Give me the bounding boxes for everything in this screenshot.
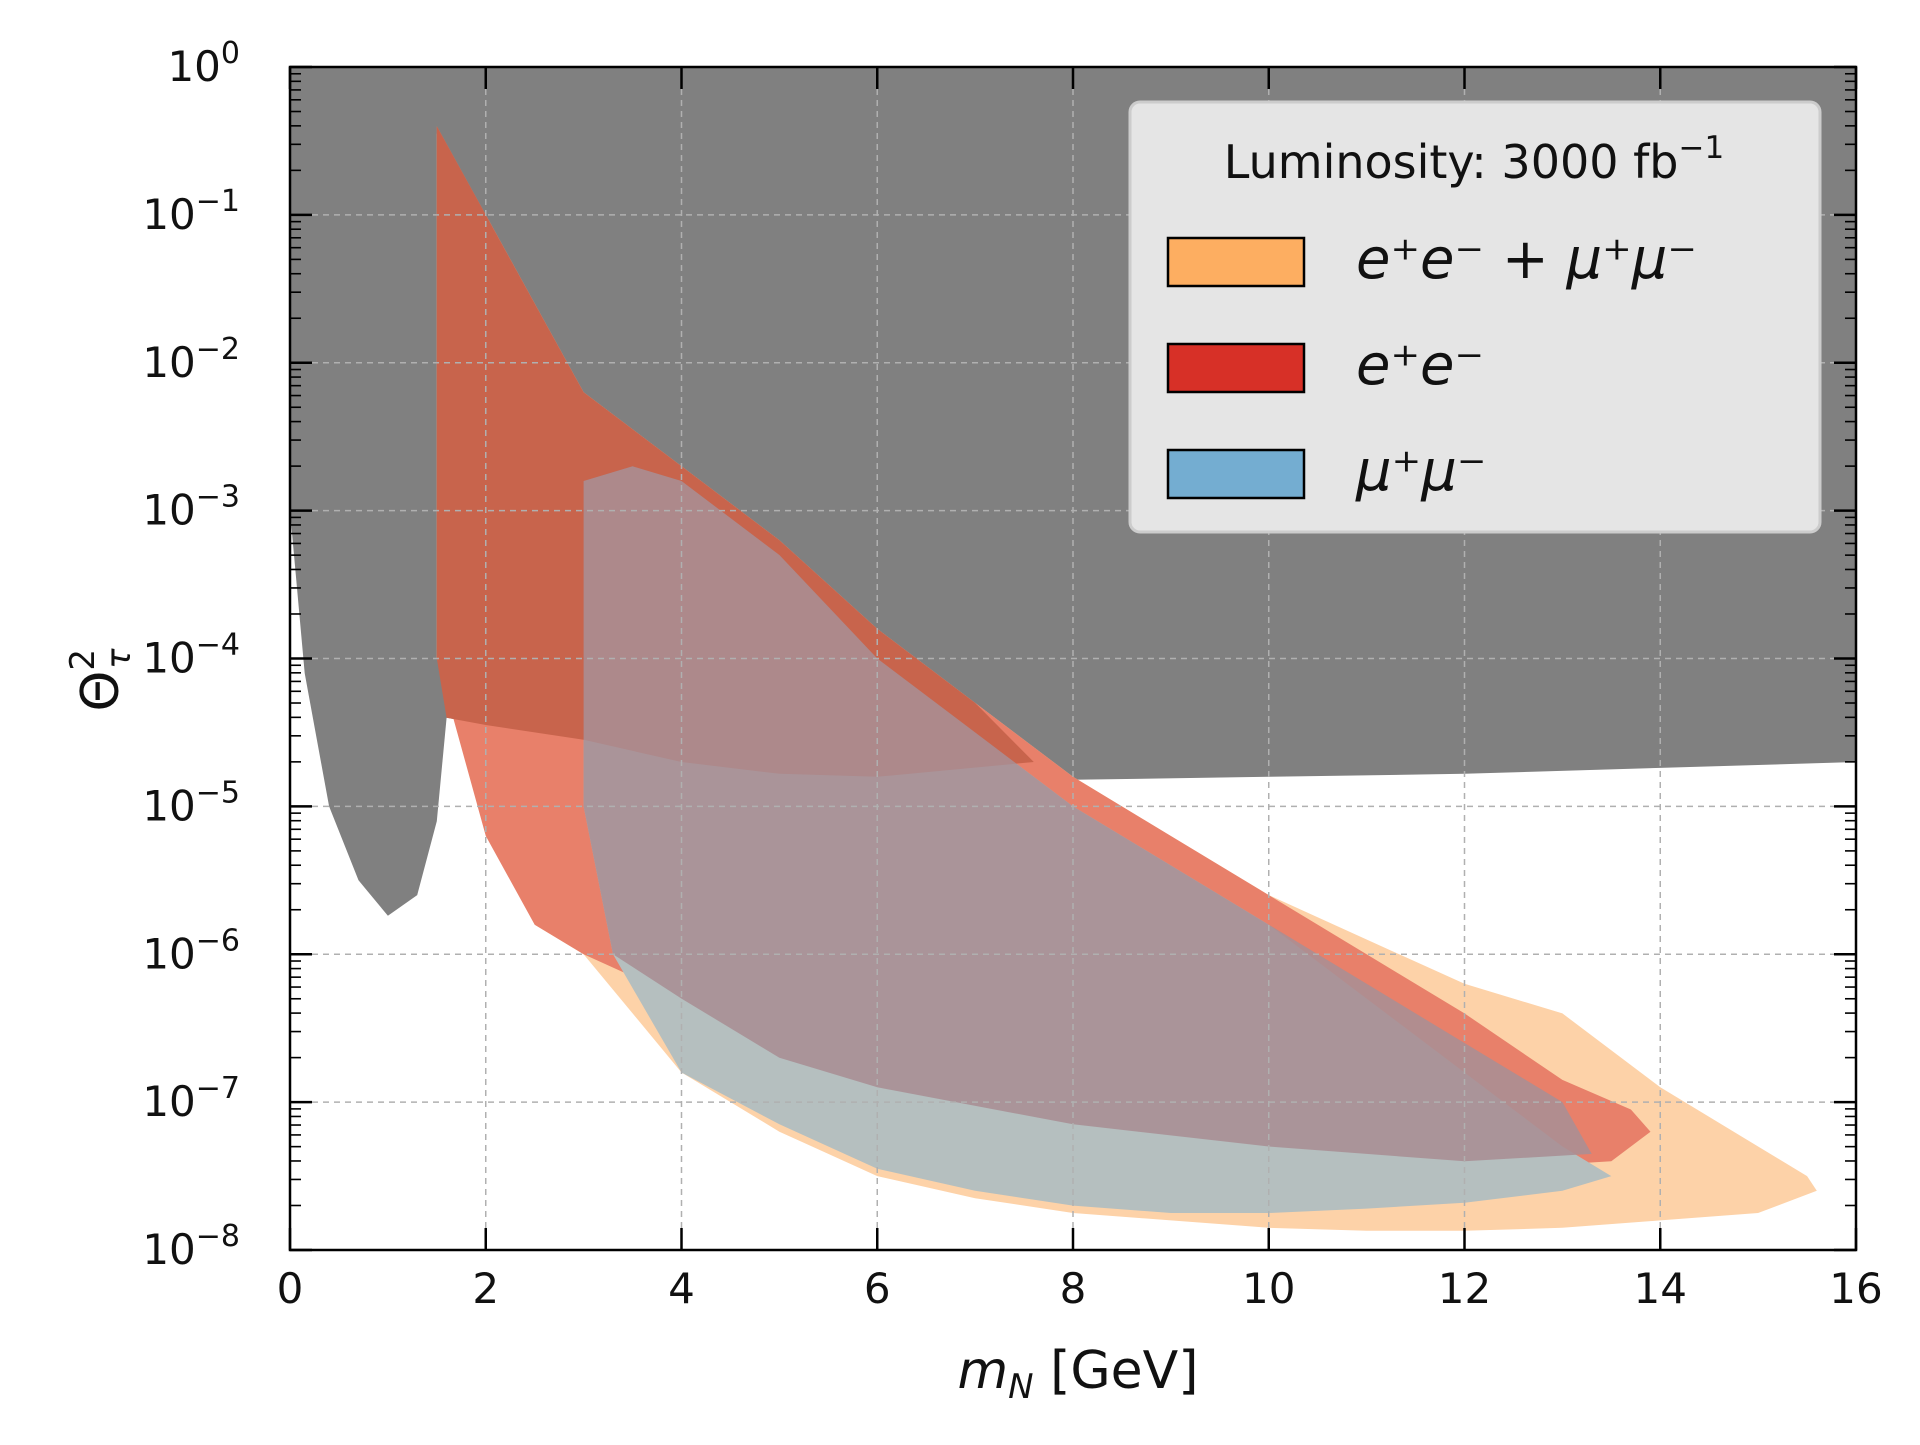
legend-swatch-combined [1166,236,1306,288]
x-tick-label: 2 [472,1264,499,1313]
x-tick-label: 14 [1634,1264,1687,1313]
y-tick-label: 10−7 [142,1071,240,1126]
y-tick-label: 10−1 [142,184,240,239]
x-axis-title: mN [GeV] [957,1341,1198,1407]
y-tick-label: 10−8 [142,1219,240,1274]
legend-label-mumu: μ⁺μ⁻ [1355,439,1486,504]
y-tick-label: 10−4 [142,628,240,683]
x-tick-label: 6 [864,1264,891,1313]
legend: Luminosity: 3000 fb−1 e⁺e⁻ + μ⁺μ⁻ e⁺e⁻ μ⁺μ… [1128,100,1822,534]
x-tick-label: 16 [1829,1264,1882,1313]
y-tick-label: 10−5 [142,775,240,830]
legend-box [1128,100,1822,534]
y-axis-title: Θ2τ [63,648,139,712]
grid-lines [290,67,1856,1250]
series-area-overlap-region-5 [583,466,1592,1162]
x-tick-labels: 0 2 4 6 8 10 12 14 16 [277,1264,1883,1313]
y-tick-label: 10−2 [142,332,240,387]
x-tick-label: 10 [1242,1264,1295,1313]
x-tick-label: 4 [668,1264,695,1313]
y-tick-label: 100 [167,36,240,91]
legend-title: Luminosity: 3000 fb−1 [1224,130,1724,189]
x-tick-label: 0 [277,1264,304,1313]
y-tick-labels: 100 10−1 10−2 10−3 10−4 10−5 10−6 10−7 10−8 [142,36,240,1274]
x-tick-label: 8 [1060,1264,1087,1313]
legend-swatch-ee [1166,342,1306,394]
y-tick-label: 10−6 [142,923,240,978]
plot-frame [288,65,1858,1252]
legend-label-combined: e⁺e⁻ + μ⁺μ⁻ [1356,227,1697,292]
y-tick-label: 10−3 [142,480,240,535]
legend-label-ee: e⁺e⁻ [1356,333,1484,398]
legend-swatch-mumu [1166,448,1306,500]
x-tick-label: 12 [1438,1264,1491,1313]
